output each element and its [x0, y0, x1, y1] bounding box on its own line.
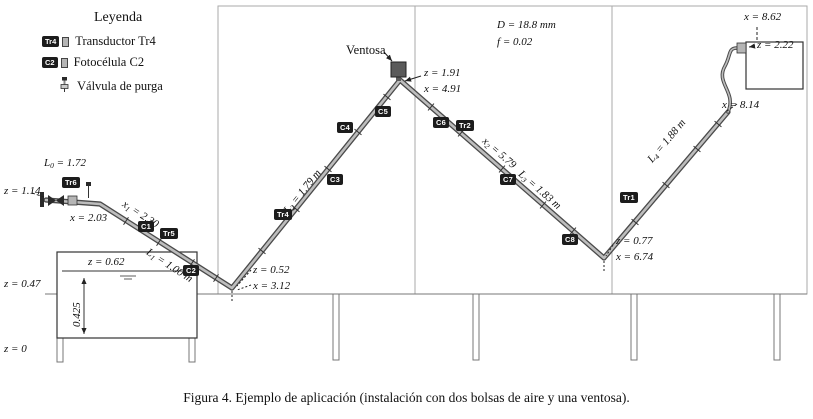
- instrument-tag-c1: C1: [138, 221, 154, 232]
- annotation-label: z = 1.91: [424, 67, 461, 79]
- instrument-tag-tr1: Tr1: [620, 192, 638, 203]
- purge-valve-icon: [58, 76, 71, 97]
- annotation-label: z = 0.52: [253, 264, 290, 276]
- instrument-tag-c6: C6: [433, 117, 449, 128]
- legend-item-label: Válvula de purga: [77, 79, 163, 93]
- annotation-label: L4 = 1.88 m: [645, 116, 689, 166]
- annotation-label: z = 0: [4, 343, 27, 355]
- instrument-tag-tr4: Tr4: [274, 209, 292, 220]
- legend: Leyenda Tr4 Transductor Tr4 C2 Fotocélul…: [42, 10, 232, 103]
- leader-lines: [31, 27, 758, 301]
- figure-caption: Figura 4. Ejemplo de aplicación (instala…: [183, 390, 630, 405]
- valve-icon: [48, 195, 64, 206]
- annotation-label: z = 0.47: [4, 278, 41, 290]
- inlet-valve-assembly: [40, 182, 91, 207]
- annotation-label: x = 4.91: [424, 83, 462, 95]
- annotation-label: 0.425: [71, 302, 83, 327]
- instrument-tag-tr5: Tr5: [160, 228, 178, 239]
- instrument-tag-c2: C2: [183, 265, 199, 276]
- annotation-label: z = 0.77: [616, 235, 653, 247]
- annotation-label: z = 2.22: [757, 39, 794, 51]
- annotation-label: z = 0.62: [88, 256, 125, 268]
- upper-reservoir: [736, 41, 804, 90]
- instrument-tag-c5: C5: [375, 106, 391, 117]
- annotation-label: L3 = 1.83 m: [515, 168, 564, 212]
- annotation-label: L0 = 1.72: [44, 157, 87, 170]
- annotation-label: x = 2.03: [70, 212, 108, 224]
- pipe-fitting-icon: [60, 57, 68, 68]
- transducer-tag-icon: Tr4: [42, 35, 60, 48]
- legend-item-purge-valve: Válvula de purga: [42, 76, 232, 97]
- ventosa-valve-icon: [383, 51, 407, 81]
- purge-valve-icon: [86, 182, 91, 186]
- instrument-tag-c8: C8: [562, 234, 578, 245]
- annotation-label: x = 6.74: [616, 251, 654, 263]
- pipeline: [43, 46, 739, 291]
- photocell-tag-icon: C2: [42, 56, 58, 69]
- instrument-tag-c7: C7: [500, 174, 516, 185]
- annotation-label: D = 18.8 mm: [497, 19, 556, 31]
- annotation-label: z = 1.14: [4, 185, 41, 197]
- legend-item-photocell: C2 Fotocélula C2: [42, 55, 232, 70]
- annotation-label: x2 = 5.79: [479, 135, 519, 172]
- ventosa-label: Ventosa: [346, 43, 386, 57]
- instrument-tag-tr6: Tr6: [62, 177, 80, 188]
- annotation-label: x = 8.62: [744, 11, 782, 23]
- annotation-label: x = 8.14: [722, 99, 760, 111]
- legend-title: Leyenda: [94, 10, 143, 25]
- instrument-tag-c3: C3: [327, 174, 343, 185]
- legend-item-label: Fotocélula C2: [73, 55, 145, 69]
- annotation-label: x = 3.12: [253, 280, 291, 292]
- pipe-fitting-icon: [62, 36, 70, 47]
- legend-item-transducer: Tr4 Transductor Tr4: [42, 34, 232, 49]
- legend-item-label: Transductor Tr4: [75, 34, 156, 48]
- annotation-label: f = 0.02: [497, 36, 533, 48]
- instrument-tag-c4: C4: [337, 122, 353, 133]
- instrument-tag-tr2: Tr2: [456, 120, 474, 131]
- supply-tank: [56, 251, 198, 363]
- ventosa-pointer-arrow: [383, 51, 393, 62]
